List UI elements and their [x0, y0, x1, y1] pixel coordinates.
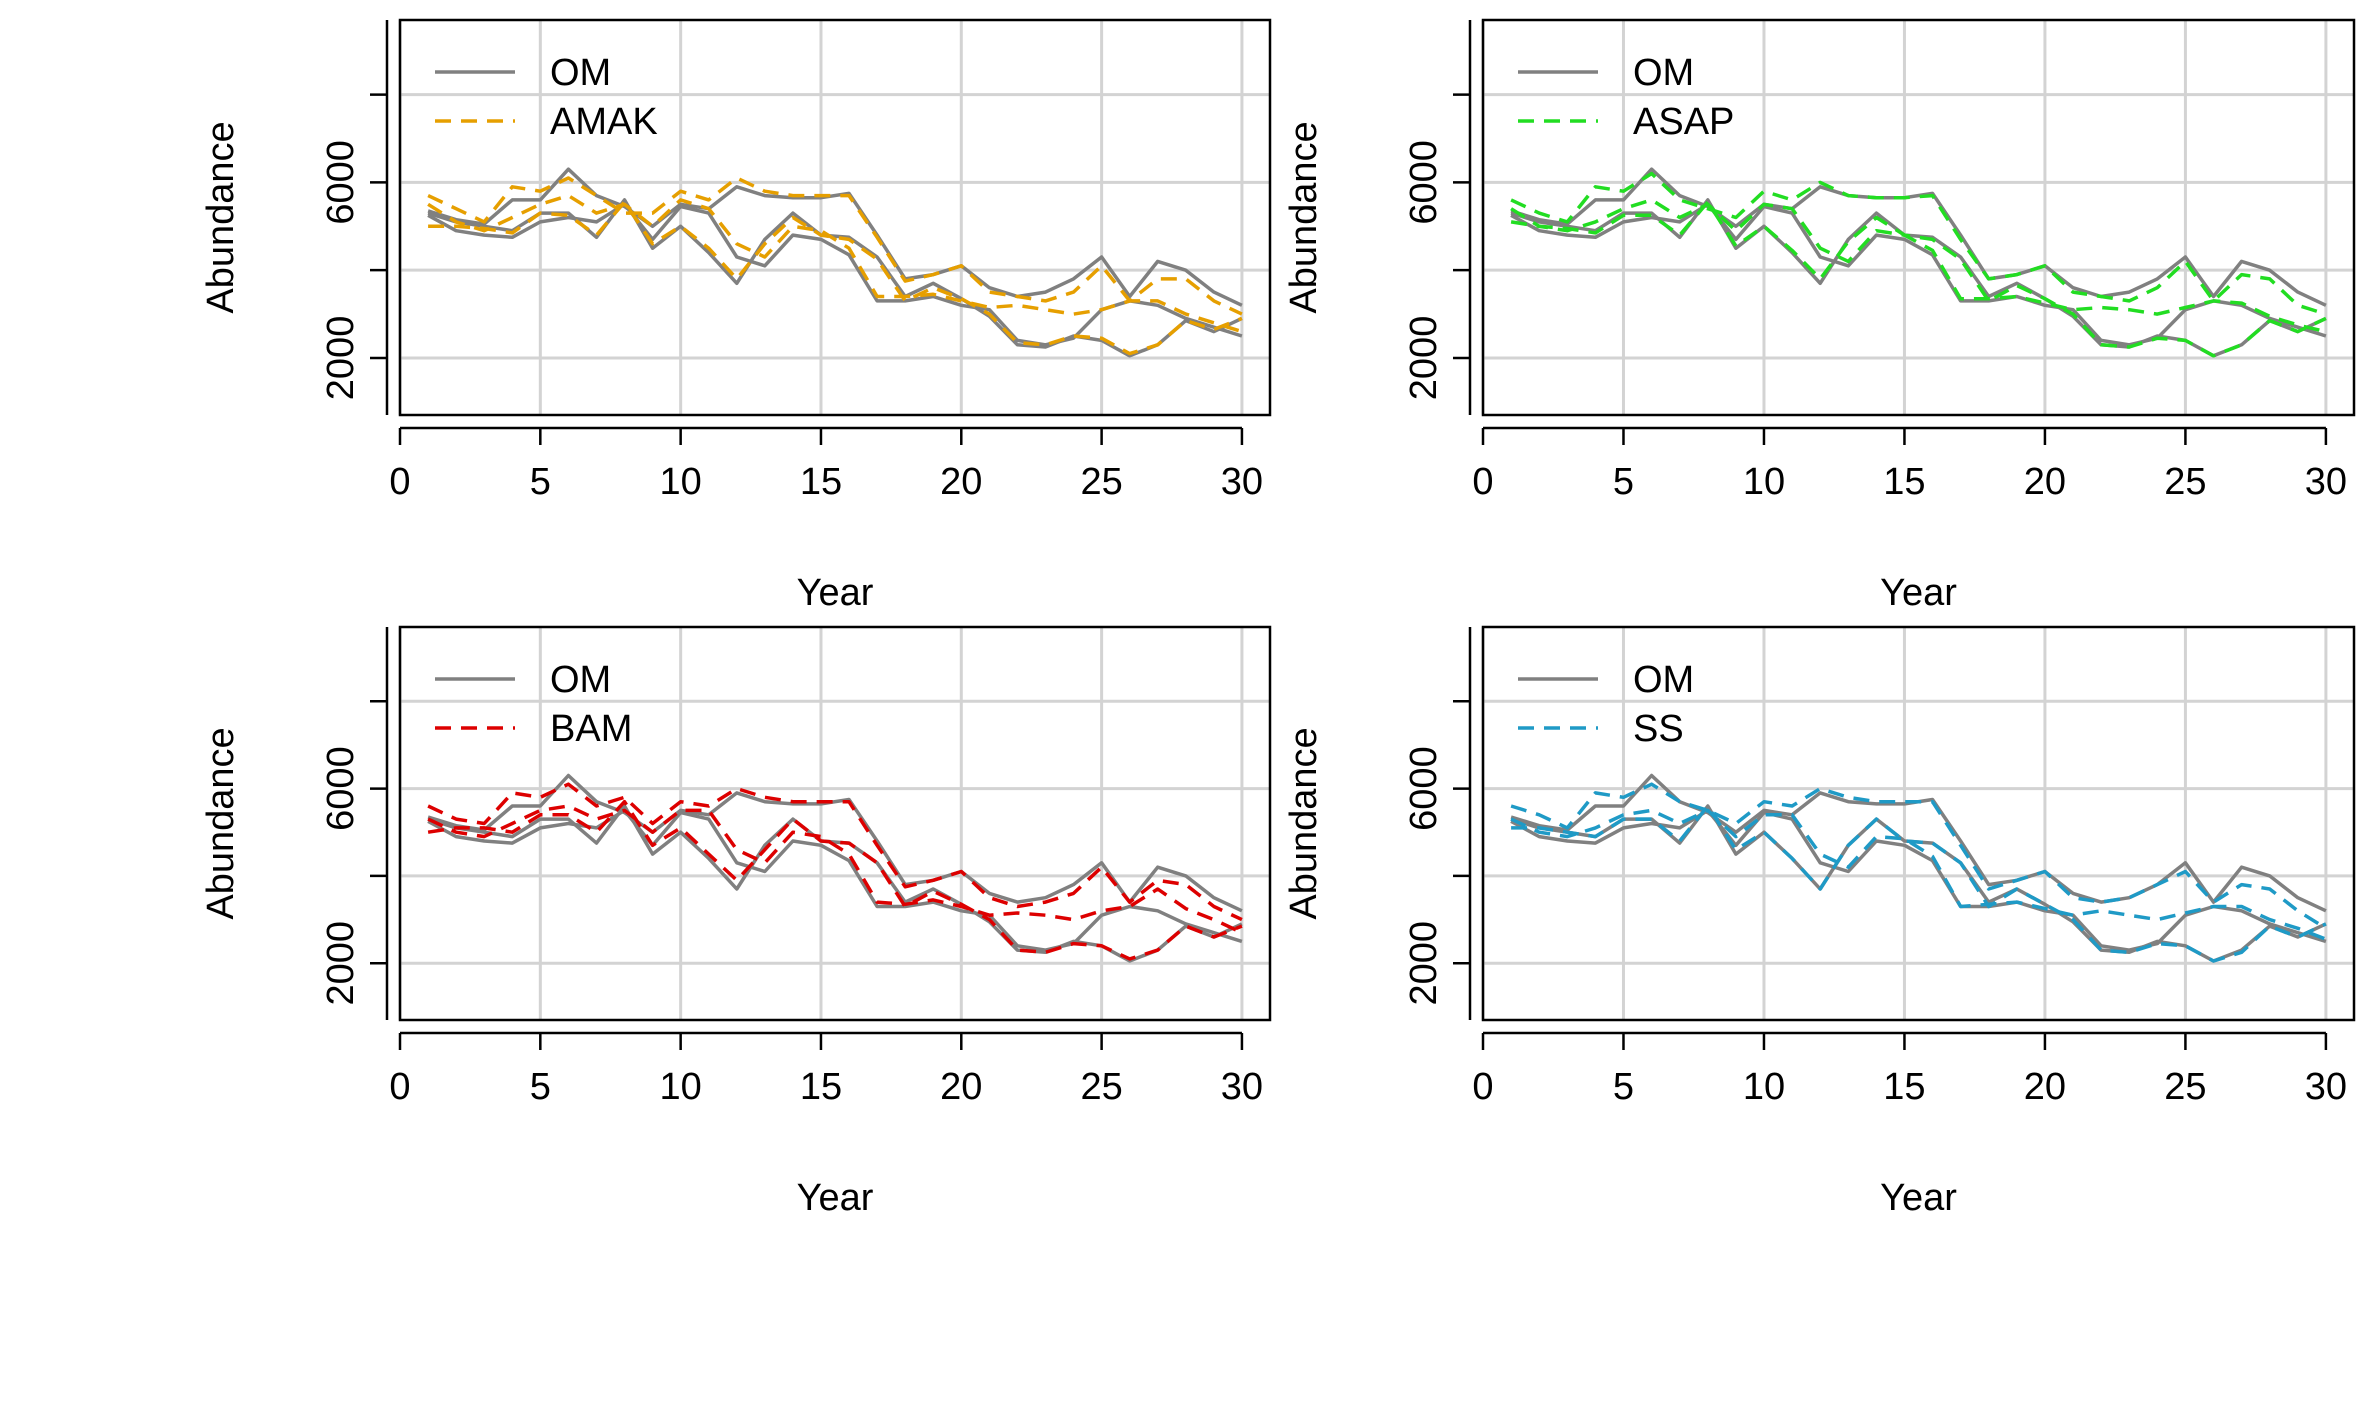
series-amak-line — [428, 200, 1243, 356]
x-tick-label: 25 — [1080, 461, 1122, 503]
x-axis-title: Year — [797, 572, 874, 614]
plot-border — [1481, 18, 2356, 417]
y-axis-title: Abundance — [1283, 727, 1325, 919]
x-axis-title: Year — [797, 1177, 874, 1219]
legend-label-ss: SS — [1633, 708, 1684, 750]
series-om-line — [1510, 808, 2327, 952]
legend-label-om: OM — [550, 52, 611, 94]
series-bam-line — [427, 804, 1243, 935]
x-tick-label: 15 — [1883, 461, 1925, 503]
legend-label-om: OM — [1633, 52, 1694, 94]
panel-bam: 0 5 10 15 20 25 30 Year 2000 6000 Abundance OM BAM — [200, 625, 1272, 1219]
x-tick-label: 5 — [530, 1066, 551, 1108]
y-tick-label: 2000 — [320, 316, 362, 401]
x-tick-label: 25 — [2164, 1066, 2206, 1108]
plot-border — [398, 18, 1272, 417]
series-om-line — [1510, 202, 2327, 347]
legend-label-amak: AMAK — [550, 101, 658, 143]
x-axis-title: Year — [1880, 1177, 1957, 1219]
series-om-line — [1510, 167, 2327, 307]
x-tick-label: 10 — [1743, 461, 1785, 503]
x-tick-label: 30 — [2305, 461, 2347, 503]
y-tick-label: 6000 — [320, 746, 362, 831]
panel-asap: 0 5 10 15 20 25 30 Year 2000 6000 Abundance OM ASAP — [1283, 18, 2356, 614]
x-tick-label: 10 — [660, 1066, 702, 1108]
y-axis-title: Abundance — [200, 727, 242, 919]
x-tick-label: 25 — [2164, 461, 2206, 503]
x-tick-label: 5 — [1613, 461, 1634, 503]
legend: OM SS — [1518, 659, 1694, 750]
legend-label-om: OM — [550, 659, 611, 701]
y-axis-title: Abundance — [1283, 121, 1325, 313]
series-amak-line — [427, 193, 1243, 334]
series-asap-line — [1510, 198, 2327, 334]
x-tick-label: 20 — [2024, 461, 2066, 503]
series-om-line — [427, 804, 1243, 963]
series-asap-line — [1510, 200, 2327, 358]
x-tick-label: 5 — [1613, 1066, 1634, 1108]
series-asap-line — [1510, 171, 2327, 316]
y-tick-label: 2000 — [320, 921, 362, 1006]
legend-label-om: OM — [1633, 659, 1694, 701]
series-om-line — [1510, 198, 2327, 358]
x-tick-label: 20 — [940, 1066, 982, 1108]
series-ss-line — [1510, 782, 2327, 930]
x-tick-label: 25 — [1080, 1066, 1122, 1108]
x-tick-label: 20 — [2024, 1066, 2066, 1108]
x-tick-label: 30 — [1221, 461, 1263, 503]
series-om-line — [427, 167, 1243, 307]
x-tick-label: 0 — [389, 1066, 410, 1108]
panel-ss: 0 5 10 15 20 25 30 Year 2000 6000 Abundance OM SS — [1283, 625, 2356, 1219]
x-tick-label: 20 — [940, 461, 982, 503]
series-bam-line — [427, 799, 1243, 961]
y-axis-title: Abundance — [200, 121, 242, 313]
series-om-line — [427, 202, 1243, 347]
x-tick-label: 0 — [1472, 1066, 1493, 1108]
plot-border — [1481, 625, 2356, 1022]
series-om-line — [427, 808, 1243, 952]
x-tick-label: 30 — [2305, 1066, 2347, 1108]
legend: OM ASAP — [1518, 52, 1734, 143]
x-tick-label: 10 — [1743, 1066, 1785, 1108]
series-ss-line — [1511, 804, 2327, 963]
x-tick-label: 15 — [1883, 1066, 1925, 1108]
series-om-line — [1510, 804, 2327, 963]
plot-border — [398, 625, 1272, 1022]
x-tick-label: 15 — [800, 1066, 842, 1108]
legend: OM BAM — [435, 659, 632, 750]
y-tick-label: 6000 — [1403, 140, 1445, 225]
x-tick-label: 10 — [660, 461, 702, 503]
legend-label-asap: ASAP — [1633, 101, 1734, 143]
x-axis-title: Year — [1880, 572, 1957, 614]
y-tick-label: 6000 — [1403, 746, 1445, 831]
series-amak-line — [427, 176, 1243, 316]
legend: OM AMAK — [435, 52, 658, 143]
x-tick-label: 15 — [800, 461, 842, 503]
series-om-line — [427, 773, 1243, 913]
legend-label-bam: BAM — [550, 708, 632, 750]
x-tick-label: 0 — [1472, 461, 1493, 503]
x-tick-label: 30 — [1221, 1066, 1263, 1108]
panel-amak: 0 5 10 15 20 25 30 Year 2000 6000 Abundance OM AMAK — [200, 18, 1272, 614]
y-tick-label: 2000 — [1403, 316, 1445, 401]
series-om-line — [427, 198, 1243, 358]
y-tick-label: 2000 — [1403, 921, 1445, 1006]
x-tick-label: 5 — [530, 461, 551, 503]
y-tick-label: 6000 — [320, 140, 362, 225]
x-tick-label: 0 — [389, 461, 410, 503]
series-ss-line — [1510, 808, 2327, 941]
